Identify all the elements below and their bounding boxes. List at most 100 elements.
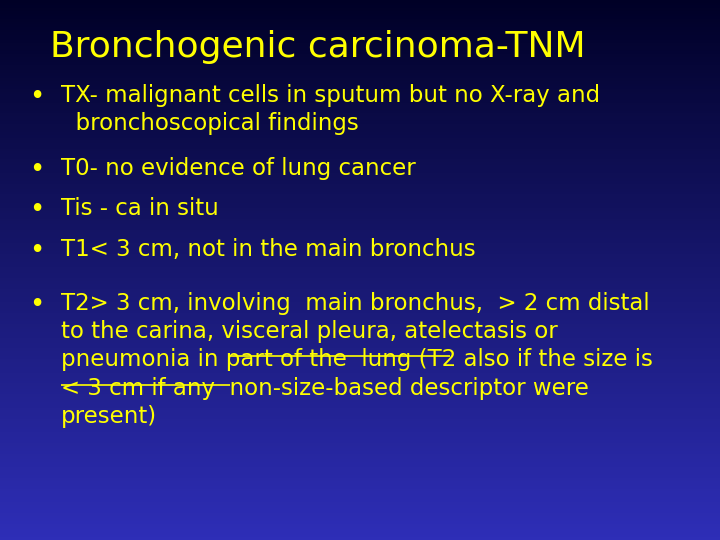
Bar: [0, 86, 720, 89]
Bar: [0, 97, 720, 100]
Bar: [0, 240, 720, 243]
Text: Bronchogenic carcinoma-TNM: Bronchogenic carcinoma-TNM: [50, 30, 586, 64]
Text: T0- no evidence of lung cancer: T0- no evidence of lung cancer: [61, 157, 416, 180]
Bar: [0, 364, 720, 367]
Bar: [0, 497, 720, 500]
Bar: [0, 535, 720, 537]
Bar: [0, 424, 720, 427]
Bar: [0, 173, 720, 176]
Bar: [0, 189, 720, 192]
Bar: [0, 367, 720, 370]
Bar: [0, 351, 720, 354]
Bar: [0, 410, 720, 413]
Bar: [0, 51, 720, 54]
Bar: [0, 178, 720, 181]
Bar: [0, 305, 720, 308]
Bar: [0, 378, 720, 381]
Bar: [0, 100, 720, 103]
Bar: [0, 108, 720, 111]
Bar: [0, 151, 720, 154]
Bar: [0, 281, 720, 284]
Bar: [0, 294, 720, 297]
Bar: [0, 524, 720, 526]
Bar: [0, 8, 720, 11]
Bar: [0, 176, 720, 178]
Bar: [0, 329, 720, 332]
Bar: [0, 443, 720, 445]
Bar: [0, 475, 720, 478]
Bar: [0, 267, 720, 270]
Bar: [0, 0, 720, 3]
Bar: [0, 19, 720, 22]
Bar: [0, 205, 720, 208]
Bar: [0, 394, 720, 397]
Bar: [0, 313, 720, 316]
Bar: [0, 340, 720, 343]
Bar: [0, 494, 720, 497]
Bar: [0, 478, 720, 481]
Bar: [0, 154, 720, 157]
Bar: [0, 59, 720, 62]
Bar: [0, 122, 720, 124]
Bar: [0, 230, 720, 232]
Bar: [0, 429, 720, 432]
Bar: [0, 275, 720, 278]
Bar: [0, 416, 720, 418]
Bar: [0, 3, 720, 5]
Bar: [0, 140, 720, 143]
Bar: [0, 89, 720, 92]
Bar: [0, 216, 720, 219]
Bar: [0, 386, 720, 389]
Bar: [0, 413, 720, 416]
Bar: [0, 113, 720, 116]
Bar: [0, 162, 720, 165]
Bar: [0, 483, 720, 486]
Bar: [0, 489, 720, 491]
Bar: [0, 221, 720, 224]
Bar: [0, 46, 720, 49]
Bar: [0, 167, 720, 170]
Bar: [0, 94, 720, 97]
Bar: [0, 159, 720, 162]
Bar: [0, 54, 720, 57]
Bar: [0, 481, 720, 483]
Bar: [0, 513, 720, 516]
Bar: [0, 346, 720, 348]
Bar: [0, 49, 720, 51]
Bar: [0, 532, 720, 535]
Bar: [0, 389, 720, 392]
Text: •: •: [29, 84, 44, 110]
Bar: [0, 116, 720, 119]
Bar: [0, 440, 720, 443]
Bar: [0, 518, 720, 521]
Bar: [0, 259, 720, 262]
Text: •: •: [29, 238, 44, 264]
Bar: [0, 435, 720, 437]
Bar: [0, 146, 720, 148]
Bar: [0, 70, 720, 73]
Bar: [0, 446, 720, 448]
Bar: [0, 505, 720, 508]
Bar: [0, 456, 720, 459]
Bar: [0, 356, 720, 359]
Bar: [0, 516, 720, 518]
Bar: [0, 208, 720, 211]
Bar: [0, 35, 720, 38]
Bar: [0, 292, 720, 294]
Text: TX- malignant cells in sputum but no X-ray and
  bronchoscopical findings: TX- malignant cells in sputum but no X-r…: [61, 84, 600, 135]
Bar: [0, 354, 720, 356]
Bar: [0, 402, 720, 405]
Bar: [0, 421, 720, 424]
Bar: [0, 529, 720, 532]
Bar: [0, 500, 720, 502]
Bar: [0, 119, 720, 122]
Bar: [0, 454, 720, 456]
Bar: [0, 148, 720, 151]
Bar: [0, 262, 720, 265]
Bar: [0, 284, 720, 286]
Bar: [0, 200, 720, 202]
Bar: [0, 502, 720, 505]
Bar: [0, 297, 720, 300]
Bar: [0, 194, 720, 197]
Bar: [0, 448, 720, 451]
